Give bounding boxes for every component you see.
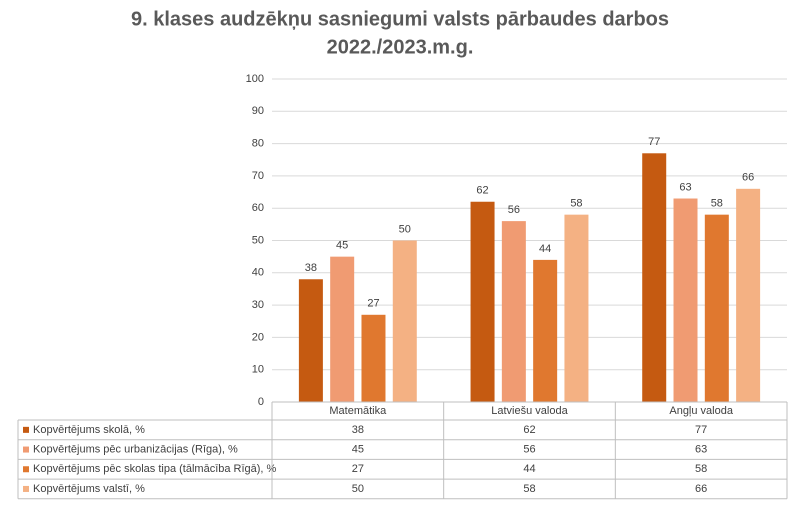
x-tick-label: Latviešu valoda [491, 405, 568, 417]
legend-swatch [23, 466, 29, 473]
data-label: 63 [679, 181, 691, 193]
data-label: 62 [476, 185, 488, 197]
table-cell: 56 [523, 443, 535, 455]
bar [704, 214, 729, 402]
table-cell: 44 [523, 463, 535, 475]
legend-swatch [23, 485, 29, 492]
bar [564, 214, 589, 402]
data-label: 77 [648, 136, 660, 148]
data-label: 56 [508, 204, 520, 216]
bar [361, 314, 386, 402]
data-label: 44 [539, 243, 551, 255]
data-label: 58 [711, 198, 723, 210]
bar [501, 221, 526, 402]
table-cell: 62 [523, 424, 535, 436]
bar [642, 153, 667, 402]
data-label: 50 [399, 223, 411, 235]
data-label: 38 [305, 262, 317, 274]
legend-swatch [23, 446, 29, 453]
table-cell: 27 [352, 463, 364, 475]
data-label: 58 [570, 198, 582, 210]
data-label: 45 [336, 240, 348, 252]
table-cell: 50 [352, 483, 364, 495]
y-tick-label: 60 [252, 202, 264, 214]
table-cell: 58 [695, 463, 707, 475]
y-tick-label: 50 [252, 234, 264, 246]
table-cell: 45 [352, 443, 364, 455]
y-tick-label: 100 [246, 73, 264, 85]
bar [330, 256, 355, 402]
x-tick-label: Matemātika [329, 405, 387, 417]
y-tick-label: 0 [258, 396, 264, 408]
table-cell: 63 [695, 443, 707, 455]
y-tick-label: 80 [252, 138, 264, 150]
legend-swatch [23, 426, 29, 433]
table-cell: 58 [523, 483, 535, 495]
legend-label: Kopvērtējums skolā, % [33, 424, 145, 436]
bar [673, 198, 698, 402]
bar [392, 240, 417, 402]
bar [298, 279, 323, 402]
bar [533, 259, 558, 402]
legend-label: Kopvērtējums pēc skolas tipa (tālmācība … [33, 463, 277, 475]
bar [736, 188, 761, 402]
data-label: 66 [742, 172, 754, 184]
y-tick-label: 10 [252, 364, 264, 376]
chart-title: 2022./2023.m.g. [327, 36, 474, 58]
y-tick-label: 20 [252, 331, 264, 343]
y-tick-label: 70 [252, 170, 264, 182]
bar [470, 201, 495, 402]
y-tick-label: 30 [252, 299, 264, 311]
y-tick-label: 90 [252, 105, 264, 117]
table-cell: 66 [695, 483, 707, 495]
data-label: 27 [367, 298, 379, 310]
table-cell: 38 [352, 424, 364, 436]
x-tick-label: Angļu valoda [669, 405, 733, 417]
y-tick-label: 40 [252, 267, 264, 279]
chart-title: 9. klases audzēkņu sasniegumi valsts pār… [131, 8, 669, 30]
legend-label: Kopvērtējums valstī, % [33, 483, 145, 495]
table-cell: 77 [695, 424, 707, 436]
legend-label: Kopvērtējums pēc urbanizācijas (Rīga), % [33, 443, 238, 455]
